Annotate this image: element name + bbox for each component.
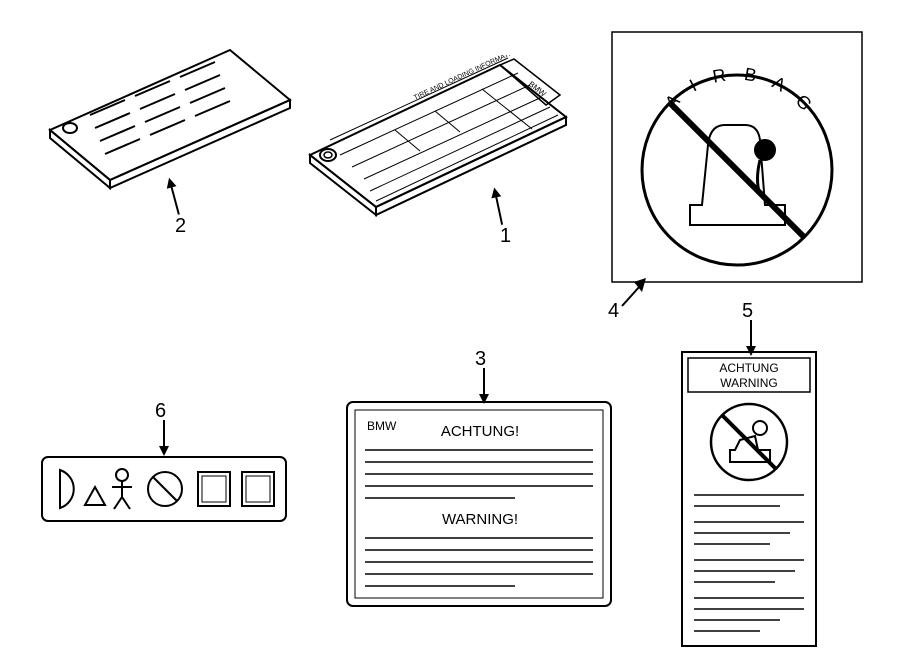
callout-1: 1 xyxy=(500,225,511,248)
label-achtung-5: ACHTUNG WARNING xyxy=(680,350,820,650)
label-warning-3: BMW ACHTUNG! WARNING! xyxy=(345,400,615,610)
label-plate-1: BMW TIRE AND LOADING INFORMATION xyxy=(300,55,580,245)
callout-4-arrow xyxy=(618,278,648,308)
label3-achtung: ACHTUNG! xyxy=(441,423,519,440)
label-airbag-4: A I R B A G xyxy=(610,30,865,285)
label5-top2: WARNING xyxy=(720,376,778,390)
label3-brand: BMW xyxy=(367,419,397,433)
label5-top1: ACHTUNG xyxy=(719,361,778,375)
label-plate-2 xyxy=(40,40,300,220)
label-iconstrip-6 xyxy=(40,455,290,525)
plate1-header: TIRE AND LOADING INFORMATION xyxy=(413,55,521,102)
callout-2: 2 xyxy=(175,215,186,238)
label3-warning: WARNING! xyxy=(442,511,518,528)
